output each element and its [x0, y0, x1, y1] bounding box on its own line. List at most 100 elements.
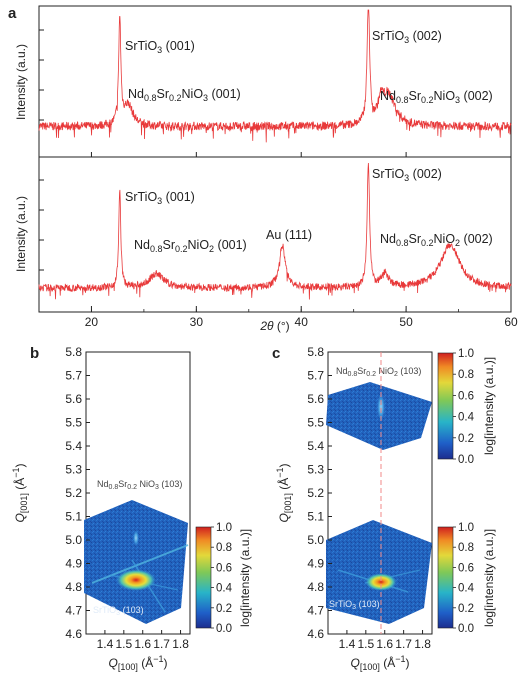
ytick-label: 4.8: [307, 580, 324, 594]
panel-a-ylabel-top: Intensity (a.u.): [14, 44, 28, 120]
ytick-label: 5.2: [65, 486, 82, 500]
xtick-label: 1.7: [395, 637, 412, 651]
ytick-label: 5.7: [307, 369, 324, 383]
ytick-label: 5.7: [65, 369, 82, 383]
panel-b-xlabel: Q[100] (Å−1): [109, 654, 168, 672]
xtick-label: 20: [85, 315, 99, 329]
label-au-111: Au (111): [266, 228, 312, 242]
ytick-label: 4.6: [307, 627, 324, 641]
ytick-label: 5.8: [307, 345, 324, 359]
label-nsno2-002: Nd0.8Sr0.2NiO2 (002): [380, 232, 493, 248]
colorbar-tick-label: 0.6: [458, 390, 474, 402]
panel-b-colorbar-label: log[intensity (a.u.)]: [238, 529, 252, 627]
ytick-label: 4.6: [65, 627, 82, 641]
ytick-label: 5.5: [65, 416, 82, 430]
panel-b-map: [84, 500, 188, 624]
ytick-label: 5.5: [307, 416, 324, 430]
panel-a-xticks: 20 30 40 50 60: [38, 152, 518, 329]
panel-c-substrate-features: [337, 569, 421, 593]
colorbar-tick-label: 0.4: [216, 583, 233, 595]
panel-c-colorbar-bottom-ticks: 0.0 0.2 0.4 0.6 0.8 1.0: [453, 522, 475, 635]
ytick-label: 4.9: [307, 557, 324, 571]
xtick-label: 1.6: [376, 637, 393, 651]
panel-b-features: [91, 530, 189, 613]
colorbar-tick-label: 1.0: [216, 522, 232, 534]
xtick-label: 1.5: [115, 637, 132, 651]
xrd-curve-bottom: [38, 162, 512, 300]
panel-c-yticks: 4.6 4.7 4.8 4.9 5.0 5.1 5.2 5.3 5.4 5.5 5.6 5.7 5.8: [307, 345, 332, 641]
xtick-label: 1.6: [134, 637, 151, 651]
panel-c-colorbar-top: [437, 352, 454, 460]
ytick-label: 5.1: [65, 510, 82, 524]
colorbar-tick-label: 1.0: [458, 348, 474, 360]
colorbar-tick-label: 0.8: [458, 369, 474, 381]
ytick-label: 4.7: [307, 604, 324, 618]
panel-c-colorbar-top-label: log[intensity (a.u.)]: [482, 357, 496, 455]
ytick-label: 5.3: [65, 463, 82, 477]
panel-c-substrate-label: SrTiO3 (103): [329, 599, 380, 611]
ytick-label: 5.4: [307, 439, 324, 453]
colorbar-tick-label: 0.2: [458, 603, 474, 615]
colorbar-tick-label: 0.0: [458, 623, 474, 635]
colorbar-tick-label: 0.2: [216, 603, 232, 615]
panel-b-substrate-label: SrTiO3 (103): [93, 605, 144, 617]
panel-c-film-features: [377, 393, 385, 421]
xtick-label: 1.4: [97, 637, 114, 651]
colorbar-tick-label: 0.8: [216, 542, 232, 554]
panel-c-ylabel: Q[001] (Å−1): [275, 464, 293, 523]
xtick-label: 40: [295, 315, 309, 329]
ytick-label: 5.8: [65, 345, 82, 359]
xtick-label: 1.5: [357, 637, 374, 651]
label-sto-001-bottom: SrTiO3 (001): [125, 190, 195, 206]
panel-b-ylabel: Q[001] (Å−1): [11, 464, 29, 523]
panel-a-xlabel: 2θ (°): [259, 319, 289, 333]
panel-c-colorbar-bottom: [437, 526, 454, 629]
xtick-label: 50: [399, 315, 413, 329]
label-sto-001-top: SrTiO3 (001): [125, 39, 195, 55]
colorbar-tick-label: 0.6: [458, 562, 474, 574]
label-sto-002-bottom: SrTiO3 (002): [372, 167, 442, 183]
ytick-label: 5.3: [307, 463, 324, 477]
xtick-label: 1.8: [414, 637, 431, 651]
xtick-label: 1.7: [153, 637, 170, 651]
colorbar-tick-label: 0.0: [216, 623, 232, 635]
label-sto-002-top: SrTiO3 (002): [372, 29, 442, 45]
panel-c-film-label: Nd0.8Sr0.2 NiO2 (103): [336, 366, 421, 378]
colorbar-tick-label: 0.2: [458, 433, 474, 445]
xrd-curve-top: [38, 9, 512, 143]
panel-c-colorbar-top-ticks: 0.0 0.2 0.4 0.6 0.8 1.0: [453, 348, 475, 466]
panel-a-ylabel-bottom: Intensity (a.u.): [14, 196, 28, 272]
ytick-label: 5.1: [307, 510, 324, 524]
panel-c-xlabel: Q[100] (Å−1): [351, 654, 410, 672]
ytick-label: 5.0: [65, 533, 82, 547]
panel-b-colorbar: [195, 526, 212, 629]
panel-c-substrate-map: [326, 520, 432, 624]
panel-b-xticks: 1.4 1.5 1.6 1.7 1.8: [97, 630, 189, 651]
xtick-label: 1.4: [339, 637, 356, 651]
colorbar-tick-label: 0.0: [458, 454, 474, 466]
panel-a-yticks: [39, 29, 44, 271]
colorbar-tick-label: 0.4: [458, 583, 475, 595]
ytick-label: 5.6: [307, 392, 324, 406]
panel-c-xticks: 1.4 1.5 1.6 1.7 1.8: [339, 630, 431, 651]
panel-b-yticks: 4.6 4.7 4.8 4.9 5.0 5.1 5.2 5.3 5.4 5.5 5.6 5.7 5.8: [65, 345, 90, 641]
panel-c-colorbar-bottom-label: log[intensity (a.u.)]: [482, 529, 496, 627]
label-nsno3-001: Nd0.8Sr0.2NiO3 (001): [128, 87, 241, 103]
ytick-label: 5.6: [65, 392, 82, 406]
colorbar-tick-label: 0.6: [216, 562, 232, 574]
colorbar-tick-label: 0.4: [458, 412, 475, 424]
colorbar-tick-label: 0.8: [458, 542, 474, 554]
panel-letter-a: a: [8, 5, 17, 22]
ytick-label: 5.2: [307, 486, 324, 500]
panel-b-film-label: Nd0.8Sr0.2 NiO3 (103): [97, 479, 182, 491]
ytick-label: 5.0: [307, 533, 324, 547]
label-nsno2-001: Nd0.8Sr0.2NiO2 (001): [134, 238, 247, 254]
colorbar-tick-label: 1.0: [458, 522, 474, 534]
panel-b-colorbar-ticks: 0.0 0.2 0.4 0.6 0.8 1.0: [211, 522, 233, 635]
panel-letter-c: c: [272, 345, 280, 362]
xtick-label: 1.8: [172, 637, 189, 651]
ytick-label: 4.9: [65, 557, 82, 571]
label-nsno3-002: Nd0.8Sr0.2NiO3 (002): [380, 89, 493, 105]
panel-letter-b: b: [30, 345, 39, 362]
